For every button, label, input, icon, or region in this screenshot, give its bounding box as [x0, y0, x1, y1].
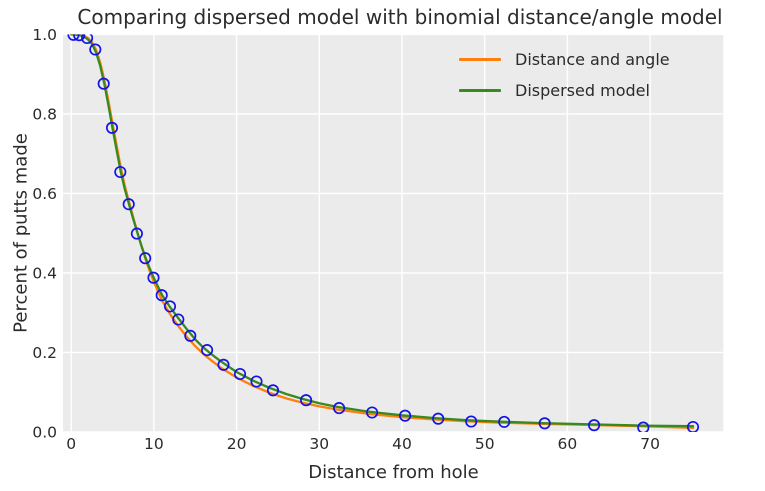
legend-entry-dispersed-model: Dispersed model [459, 78, 670, 102]
x-tick-label: 0 [66, 435, 76, 453]
data-point-marker [139, 252, 152, 265]
y-tick-label: 0.2 [32, 344, 57, 362]
data-point-marker [172, 313, 185, 326]
data-point-marker [498, 415, 511, 428]
legend: Distance and angle Dispersed model [459, 47, 670, 102]
data-point-marker [184, 329, 197, 342]
x-tick-label: 70 [640, 435, 660, 453]
series-line-dispersed-model [70, 34, 695, 428]
x-axis-label: Distance from hole [308, 462, 479, 483]
x-tick-label: 40 [392, 435, 412, 453]
data-point-marker [233, 367, 247, 381]
data-point-marker [130, 227, 143, 240]
x-tick-label: 10 [144, 435, 164, 453]
data-point-marker [637, 421, 650, 433]
legend-label-distance-and-angle: Distance and angle [515, 49, 670, 69]
data-point-marker [366, 406, 379, 419]
x-tick-label: 20 [227, 435, 247, 453]
data-point-marker [399, 409, 412, 422]
data-point-marker [333, 402, 346, 415]
legend-entry-distance-and-angle: Distance and angle [459, 47, 670, 71]
data-point-marker [588, 419, 601, 432]
data-point-marker [201, 344, 214, 357]
x-tick-label: 60 [558, 435, 578, 453]
data-point-marker [89, 43, 102, 56]
data-point-marker [73, 34, 86, 42]
data-point-marker [122, 198, 135, 211]
y-tick-label: 0.0 [32, 424, 57, 442]
x-tick-label: 30 [309, 435, 329, 453]
x-tick-label: 50 [475, 435, 495, 453]
data-point-marker [97, 77, 110, 90]
data-point-marker [465, 415, 478, 428]
y-tick-label: 0.4 [32, 264, 57, 282]
data-point-marker [432, 412, 445, 425]
data-point-marker [105, 121, 119, 134]
plot-area [63, 34, 724, 433]
data-point-marker [250, 375, 263, 388]
legend-line-distance-and-angle-icon [459, 57, 501, 61]
data-point-marker [147, 271, 160, 284]
data-point-marker [538, 417, 551, 430]
data-point-marker [266, 384, 280, 397]
y-tick-label: 0.8 [32, 105, 57, 123]
data-point-marker [217, 358, 230, 371]
data-point-marker [300, 394, 313, 407]
data-point-marker [67, 34, 80, 41]
y-tick-label: 1.0 [32, 26, 57, 44]
data-point-marker [114, 165, 127, 179]
y-tick-label: 0.6 [32, 185, 57, 203]
legend-line-dispersed-model-icon [459, 88, 501, 92]
data-point-marker [155, 289, 168, 302]
chart-title: Comparing dispersed model with binomial … [77, 5, 723, 29]
data-point-marker [81, 34, 94, 45]
legend-label-dispersed-model: Dispersed model [515, 80, 650, 100]
data-point-marker [163, 300, 177, 313]
scatter-series [67, 34, 700, 433]
data-point-marker [686, 420, 700, 433]
